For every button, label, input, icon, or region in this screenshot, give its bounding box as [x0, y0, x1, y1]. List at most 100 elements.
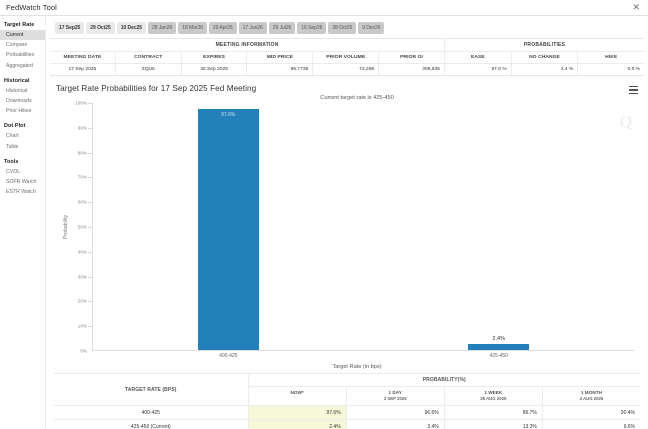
y-axis-line [92, 103, 93, 351]
y-tickmark-60 [88, 202, 92, 204]
tab-10-dec25[interactable]: 10 Dec25 [116, 22, 147, 34]
sidebar-item-sofr-watch[interactable]: SOFR Watch [6, 178, 37, 185]
y-tickmark-70 [88, 177, 92, 179]
window-title-bar: FedWatch Tool ✕ [0, 0, 648, 16]
sidebar-item-historical[interactable]: Historical [6, 87, 28, 94]
meeting-info-value-row: 17 Sep 2025 ZQU5 30 Sep 2025 95.7736 72,… [50, 63, 645, 75]
sidebar-group-historical: Historical Historical Downloads Prior Hi… [0, 78, 45, 117]
tab-28-jan26[interactable]: 28 Jan26 [148, 22, 177, 34]
y-tick-10: 10% [77, 323, 87, 329]
sidebar-item-estr-watch[interactable]: ESTR Watch [6, 189, 36, 196]
sidebar-group-dot-plot: Dot Plot Chart Table [0, 123, 45, 151]
plot-area: Probability 100% 90% 80% 70% 60% 50% 40%… [56, 100, 634, 354]
y-tick-80: 80% [77, 150, 87, 156]
header-no-change: NO CHANGE [511, 51, 579, 63]
header-prior-volume: PRIOR VOLUME [313, 51, 380, 63]
cell-400-425-1-day: 96.6% [347, 406, 445, 420]
value-prior-volume: 72,268 [313, 63, 380, 75]
value-hike: 0.0 % [578, 63, 645, 75]
tab-28-oct26[interactable]: 28 Oct26 [328, 22, 357, 34]
meeting-info-value-right: 97.6 % 2.4 % 0.0 % [445, 63, 645, 75]
sidebar-item-downloads[interactable]: Downloads [6, 98, 32, 105]
y-tick-100: 100% [75, 100, 87, 106]
sidebar-item-cvol[interactable]: CVOL [6, 168, 21, 175]
cell-425-450-1-day: 3.4% [347, 420, 445, 429]
bar-425-450[interactable] [468, 344, 530, 350]
y-tick-30: 30% [77, 274, 87, 280]
tab-29-apr26[interactable]: 29 Apr26 [208, 22, 237, 34]
x-axis-ticks: 400-425 425-450 [93, 353, 634, 359]
main-content: 17 Sep25 29 Oct25 10 Dec25 28 Jan26 18 M… [46, 16, 648, 429]
col-header-1-week-date: 28 AUG 2025 [480, 396, 507, 402]
header-target-rate-bps: TARGET RATE (BPS) [54, 374, 249, 406]
tab-17-sep25[interactable]: 17 Sep25 [55, 22, 85, 34]
meeting-information-title: MEETING INFORMATION [215, 42, 279, 48]
col-header-1-week: 1 WEEK 28 AUG 2025 [445, 387, 543, 406]
sidebar-item-compare[interactable]: Compare [6, 42, 28, 49]
header-expires: EXPIRES [181, 51, 248, 63]
app-title: FedWatch Tool [6, 3, 57, 12]
cell-400-425-1-month: 90.4% [620, 409, 635, 416]
table-row: 400-425 97.6% 96.6% 86.7% 90.4% [54, 405, 640, 420]
col-header-1-day-title: 1 DAY [388, 390, 402, 395]
hamburger-icon[interactable] [629, 86, 638, 94]
meeting-information-table: MEETING INFORMATION PROBABILITIES MEETIN… [50, 38, 645, 76]
chart-title: Target Rate Probabilities for 17 Sep 202… [56, 84, 257, 93]
header-probability-percent: PROBABILITY(%) [422, 377, 466, 383]
y-tick-90: 90% [77, 125, 87, 131]
meeting-info-group-right: PROBABILITIES [445, 39, 644, 51]
value-contract: ZQU5 [115, 63, 182, 75]
y-tickmark-50 [88, 227, 92, 228]
tab-18-mar26[interactable]: 18 Mar26 [178, 22, 207, 34]
x-axis-line [92, 350, 634, 351]
chart-subtitle: Current target rate is 425-450 [320, 95, 394, 101]
meeting-info-header-row: MEETING DATE CONTRACT EXPIRES MID PRICE … [50, 51, 645, 63]
tab-16-sep26[interactable]: 16 Sep26 [297, 22, 327, 34]
sidebar-item-chart[interactable]: Chart [6, 133, 19, 140]
sidebar-item-table[interactable]: Table [6, 143, 19, 150]
y-tickmark-90 [88, 127, 92, 129]
col-header-now-title: NOW* [290, 390, 304, 395]
header-mid-price: MID PRICE [247, 51, 314, 63]
y-tick-40: 40% [77, 249, 87, 255]
sidebar-item-prior-hikes[interactable]: Prior Hikes [6, 108, 32, 115]
header-prior-oi: PRIOR OI [379, 51, 444, 63]
meeting-info-group-left: MEETING INFORMATION [50, 39, 445, 51]
cell-400-425-1-week: 86.7% [445, 406, 543, 420]
row-label-400-425: 400-425 [54, 406, 249, 420]
meeting-info-value-left: 17 Sep 2025 ZQU5 30 Sep 2025 95.7736 72,… [50, 63, 445, 75]
bar-400-425[interactable]: 97.6% [197, 108, 259, 350]
col-header-now: NOW* [249, 387, 347, 406]
sidebar: Target Rate Current Compare Probabilitie… [0, 16, 46, 429]
row-label-425-450: 425-450 (Current) [54, 420, 249, 429]
y-tick-0: 0% [80, 348, 87, 354]
value-meeting-date: 17 Sep 2025 [50, 63, 116, 75]
y-tickmark-100 [88, 103, 92, 104]
x-tick-425-450: 425-450 [489, 353, 508, 359]
sidebar-heading-historical: Historical [4, 77, 30, 84]
tab-17-jun26[interactable]: 17 Jun26 [238, 22, 267, 34]
tab-29-jul26[interactable]: 29 Jul26 [268, 22, 296, 34]
header-meeting-date: MEETING DATE [50, 51, 116, 63]
bar-value-label-425-450: 2.4% [492, 336, 506, 343]
sidebar-item-current[interactable]: Current [0, 30, 45, 41]
bar-column-425-450: 2.4% [385, 103, 612, 350]
value-no-change: 2.4 % [511, 63, 579, 75]
col-header-1-month: 1 MONTH 4 AUG 2025 [543, 387, 640, 405]
y-tick-70: 70% [77, 174, 87, 180]
tab-9-dec26[interactable]: 9 Dec26 [358, 22, 385, 34]
row-values-425-450: 2.4% 3.4% 13.3% 9.6% [248, 420, 640, 429]
tab-29-oct25[interactable]: 29 Oct25 [86, 22, 115, 34]
sidebar-item-probabilities[interactable]: Probabilities [6, 52, 35, 59]
bar-value-label-400-425: 97.6% [221, 111, 236, 118]
sidebar-item-aggregated[interactable]: Aggregated [6, 62, 33, 69]
meeting-tabs: 17 Sep25 29 Oct25 10 Dec25 28 Jan26 18 M… [50, 20, 644, 38]
sidebar-heading-tools: Tools [4, 158, 19, 165]
col-header-1-day-date: 3 SEP 2025 [383, 396, 407, 402]
probability-subheader-row: NOW* 1 DAY 3 SEP 2025 1 WEEK 28 AUG 2025 [248, 386, 640, 406]
row-values-400-425: 97.6% 96.6% 86.7% 90.4% [248, 406, 640, 420]
close-icon[interactable]: ✕ [632, 2, 640, 12]
meeting-info-group-row: MEETING INFORMATION PROBABILITIES [50, 39, 644, 51]
sidebar-group-target-rate: Target Rate Current Compare Probabilitie… [0, 22, 45, 71]
